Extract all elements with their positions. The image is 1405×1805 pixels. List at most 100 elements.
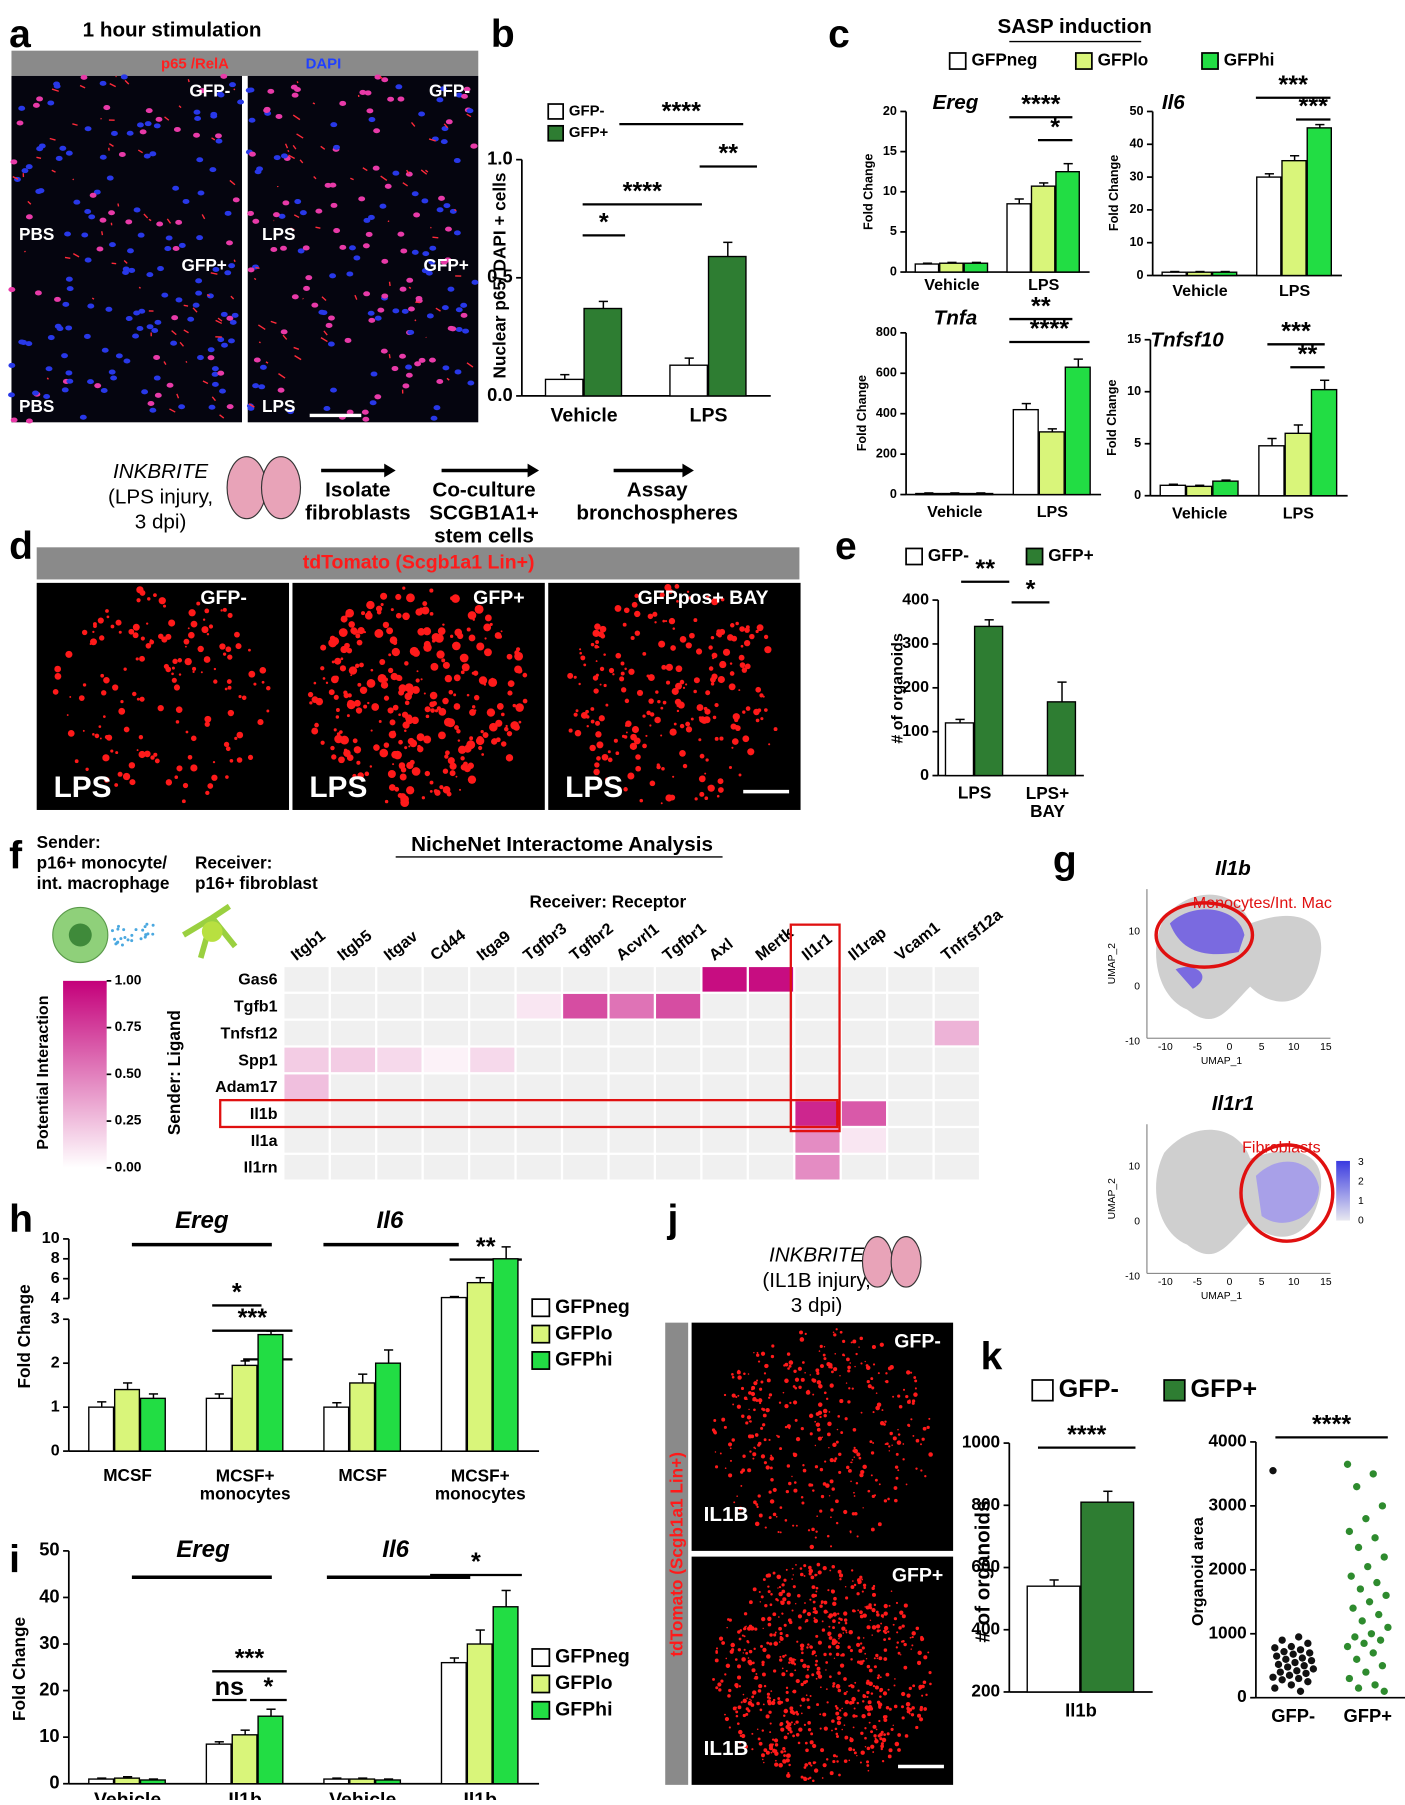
organoid — [745, 663, 751, 669]
organoid — [586, 715, 590, 719]
organoid — [409, 715, 411, 717]
cell — [125, 219, 132, 224]
heat-cell — [656, 1128, 700, 1153]
y-tick-label: 3 — [51, 1309, 60, 1327]
organoid — [827, 1589, 829, 1591]
tick-label: -5 — [1193, 1042, 1202, 1053]
organoid — [234, 632, 240, 638]
organoid — [767, 1378, 771, 1382]
organoid — [388, 668, 393, 673]
organoid — [367, 679, 376, 688]
cell — [328, 316, 335, 321]
organoid — [481, 737, 484, 740]
tick-label: -10 — [1125, 1036, 1140, 1047]
heat-cell — [842, 967, 886, 992]
cell — [442, 305, 449, 310]
organoid — [807, 1390, 810, 1393]
organoid — [844, 1692, 847, 1695]
organoid — [484, 637, 486, 639]
organoid — [830, 1458, 834, 1462]
organoid — [376, 606, 382, 612]
row-label: Tgfb1 — [234, 998, 278, 1016]
organoid — [794, 1663, 796, 1665]
organoid — [832, 1760, 835, 1763]
organoid — [802, 1361, 805, 1364]
organoid — [919, 1717, 923, 1721]
organoid — [816, 1372, 819, 1375]
organoid — [481, 730, 484, 733]
heat-cell — [470, 1021, 514, 1046]
organoid — [900, 1654, 901, 1655]
sig-label: *** — [238, 1304, 268, 1332]
organoid — [875, 1654, 878, 1657]
y-axis-label: Nuclear p65/ DAPI + cells — [490, 173, 510, 379]
organoid — [110, 749, 113, 752]
organoid — [711, 636, 714, 639]
organoid — [910, 1637, 912, 1639]
organoid — [751, 1703, 755, 1707]
point — [1371, 1681, 1378, 1688]
organoid — [314, 682, 317, 685]
heat-cell — [331, 1128, 375, 1153]
organoid — [796, 1437, 800, 1441]
point — [1360, 1640, 1367, 1647]
cell — [138, 233, 145, 238]
fiber — [92, 298, 94, 299]
organoid — [445, 675, 452, 682]
organoid — [625, 699, 629, 703]
organoid — [204, 609, 209, 614]
organoid — [862, 1465, 866, 1469]
organoid — [396, 675, 402, 681]
x-tick-label: MCSF+monocytes — [200, 1465, 291, 1503]
x-tick-label: GFP- — [1271, 1705, 1315, 1726]
organoid — [871, 1692, 873, 1694]
cell — [370, 400, 377, 405]
organoid — [817, 1380, 822, 1385]
organoid — [766, 1654, 771, 1659]
organoid — [812, 1394, 814, 1396]
organoid — [748, 1657, 750, 1659]
organoid — [468, 611, 477, 620]
point — [1382, 1592, 1389, 1599]
organoid — [580, 655, 585, 660]
organoid — [766, 1465, 770, 1469]
organoid — [779, 1447, 782, 1450]
x-tick-label: MCSF+monocytes — [435, 1465, 526, 1503]
organoid — [717, 1682, 721, 1686]
cell — [399, 354, 406, 359]
organoid — [605, 704, 608, 707]
organoid — [673, 627, 676, 630]
cell — [333, 145, 340, 150]
organoid — [423, 736, 431, 744]
cell — [406, 172, 413, 177]
organoid — [820, 1748, 824, 1752]
organoid — [852, 1609, 855, 1612]
organoid — [767, 1696, 770, 1699]
organoid — [843, 1611, 847, 1615]
organoid — [818, 1402, 823, 1407]
legend-swatch — [1076, 53, 1092, 69]
organoid — [425, 706, 431, 712]
organoid — [786, 1593, 790, 1597]
organoid — [847, 1646, 850, 1649]
organoid — [796, 1679, 800, 1683]
heat-cell — [517, 1074, 561, 1099]
cell — [17, 120, 24, 125]
panel-letter: f — [9, 834, 23, 877]
y-axis-label: Fold Change — [862, 154, 876, 230]
organoid — [761, 1595, 764, 1598]
organoid — [648, 674, 655, 681]
organoid — [739, 1685, 741, 1687]
organoid — [248, 671, 255, 678]
y-tick-label: 3000 — [1208, 1494, 1246, 1514]
organoid — [911, 1644, 913, 1646]
organoid — [608, 758, 613, 763]
signal — [130, 934, 133, 937]
organoid — [704, 773, 706, 775]
legend-swatch — [950, 53, 966, 69]
organoid — [504, 727, 509, 732]
label: LPS — [262, 396, 295, 416]
point — [1302, 1670, 1309, 1677]
organoid — [889, 1605, 891, 1607]
